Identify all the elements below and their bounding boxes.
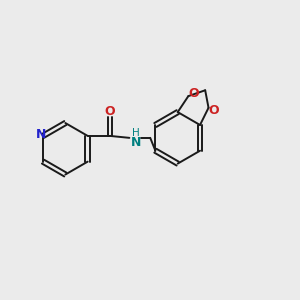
Text: N: N xyxy=(131,136,141,149)
Text: N: N xyxy=(36,128,46,141)
Text: O: O xyxy=(104,105,115,118)
Text: O: O xyxy=(188,87,199,100)
Text: H: H xyxy=(132,128,140,138)
Text: O: O xyxy=(208,104,219,117)
